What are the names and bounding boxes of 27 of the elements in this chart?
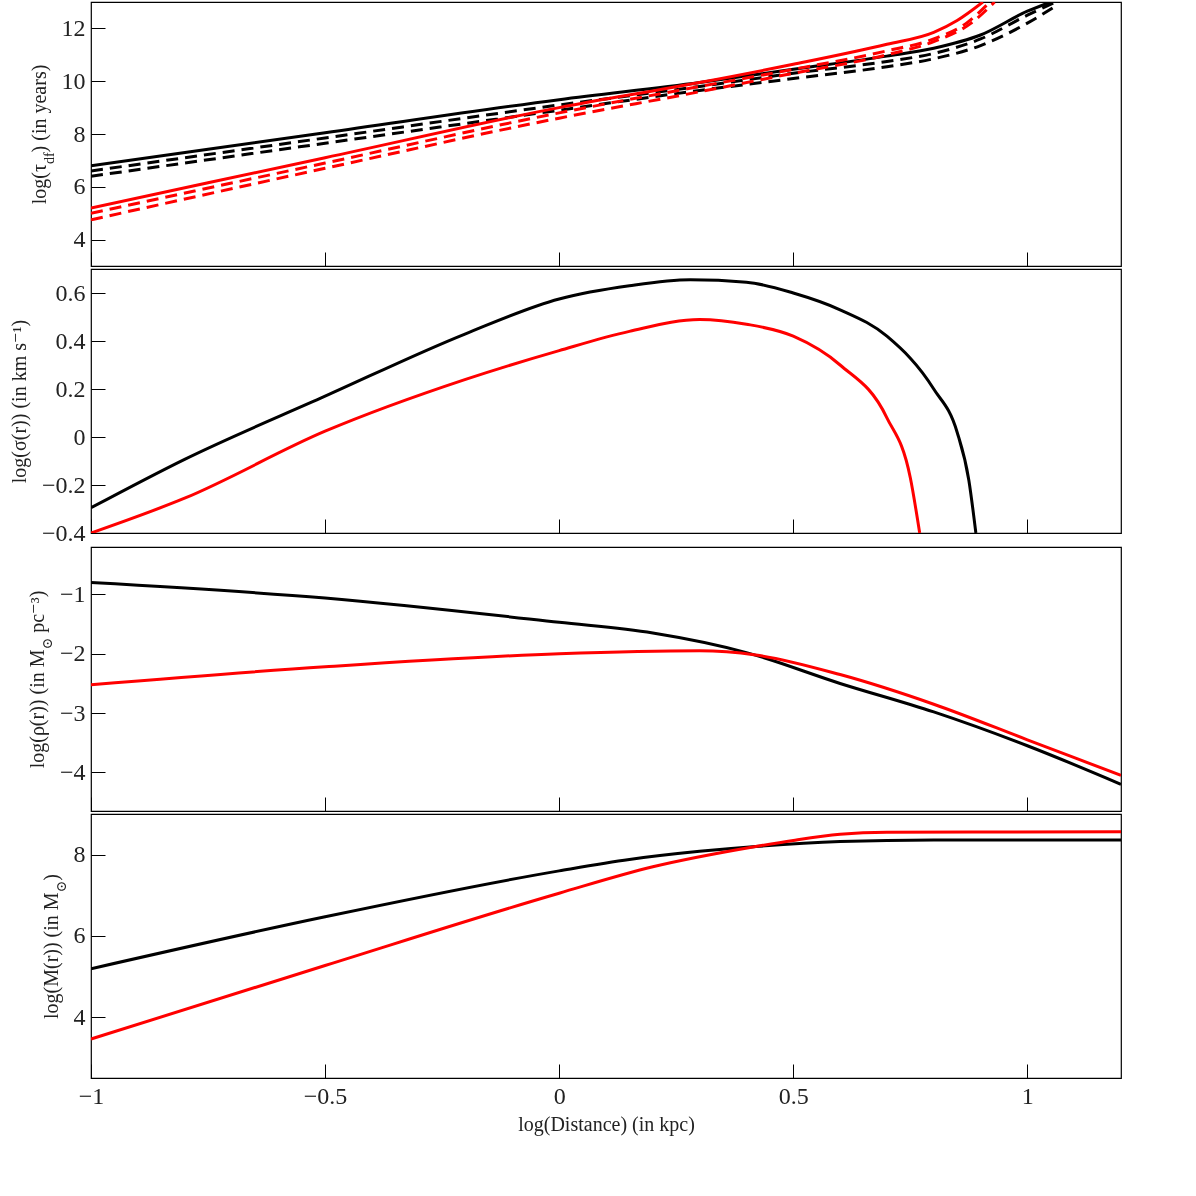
y-tick-label: 0: [73, 423, 86, 450]
y-tick-label: −0.2: [41, 471, 86, 498]
y-tick-label: −4: [59, 758, 86, 785]
y-tick-label: −3: [59, 699, 86, 726]
x-axis-title: log(Distance) (in kpc): [518, 1112, 695, 1136]
x-tick-label: 1: [1021, 1082, 1034, 1109]
y-tick-label: 4: [73, 1003, 86, 1030]
y-tick-label: −1: [59, 580, 86, 607]
x-tick-label: −0.5: [303, 1082, 348, 1109]
y-tick-label: 4: [73, 226, 86, 253]
line-series: [91, 317, 922, 533]
y-tick-label: 0.2: [55, 375, 86, 402]
y-tick-label: 0.4: [55, 327, 86, 354]
y-tick-label: 12: [61, 14, 86, 41]
y-axis-title: log(σ(r)) (in km s⁻¹): [7, 319, 31, 484]
line-series: [91, 649, 1121, 777]
x-tick-label: 0.5: [778, 1082, 809, 1109]
y-tick-label: 8: [73, 841, 86, 868]
x-tick-label: 0: [553, 1082, 566, 1109]
y-tick-label: 6: [73, 922, 86, 949]
y-tick-label: 10: [61, 67, 86, 94]
line-series: [91, 830, 1121, 1041]
y-tick-label: −2: [59, 640, 86, 667]
y-tick-label: 8: [73, 120, 86, 147]
y-tick-label: −0.4: [41, 519, 86, 546]
y-tick-label: 0.6: [55, 279, 86, 306]
y-tick-label: 6: [73, 173, 86, 200]
